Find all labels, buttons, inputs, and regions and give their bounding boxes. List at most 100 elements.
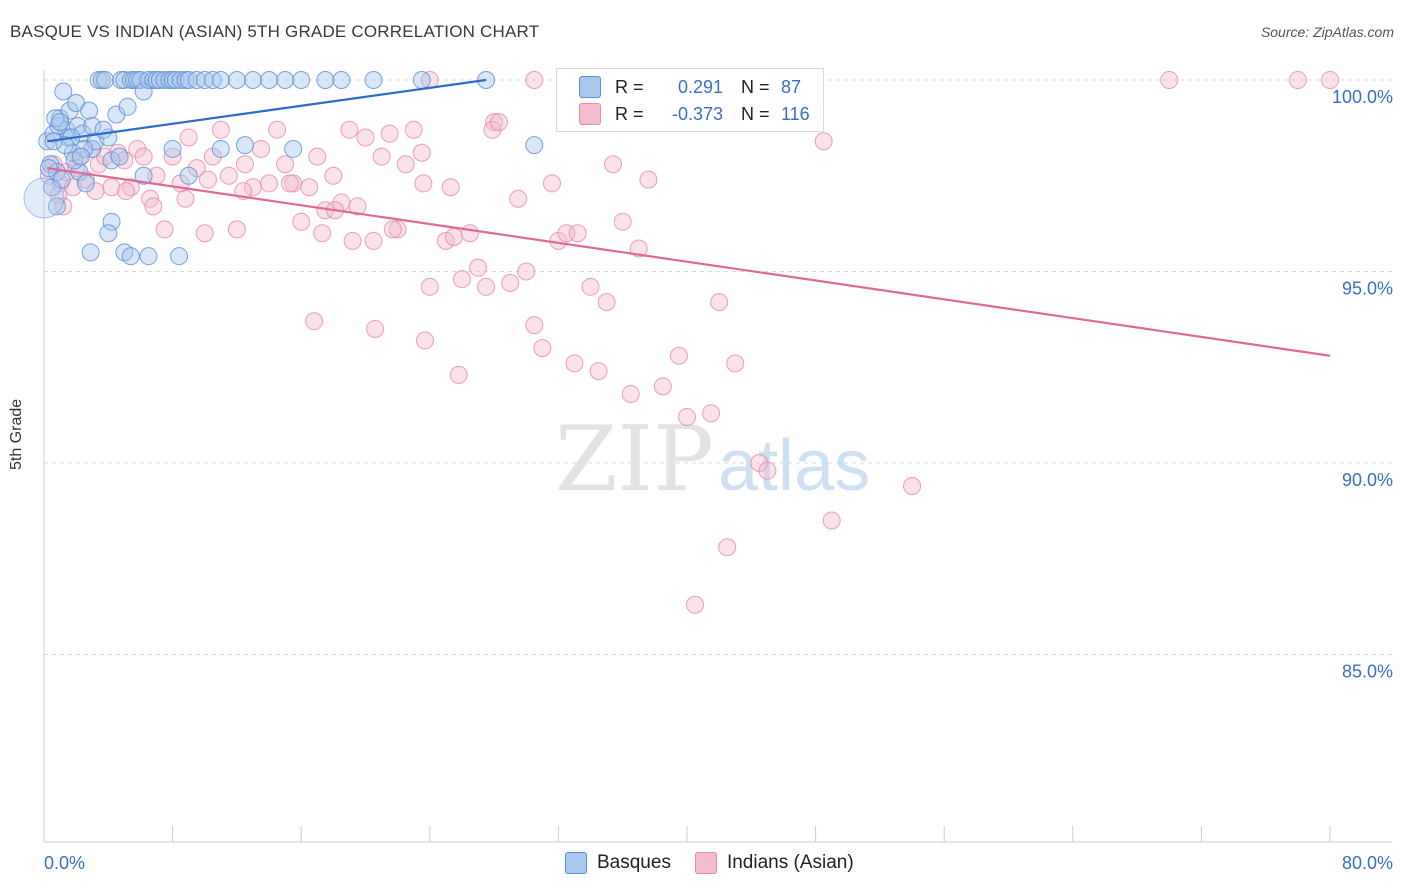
basque-point xyxy=(110,147,129,166)
indian-point xyxy=(308,147,327,166)
indian-points xyxy=(39,71,1339,614)
x-tick-label: 80.0% xyxy=(1342,853,1393,873)
legend-item-basques[interactable]: Basques xyxy=(565,852,671,874)
indian-point xyxy=(1288,71,1307,89)
basque-point xyxy=(23,177,65,219)
indian-point xyxy=(324,166,343,185)
indian-point xyxy=(702,404,721,423)
indian-point xyxy=(176,189,195,208)
indian-point xyxy=(155,220,174,239)
basque-point xyxy=(163,139,182,158)
indian-point xyxy=(227,220,246,239)
indian-point xyxy=(718,538,737,557)
indian-point xyxy=(276,155,295,174)
indian-point xyxy=(452,270,471,289)
indian-point xyxy=(726,354,745,373)
indian-point xyxy=(163,147,182,166)
basque-point xyxy=(134,82,153,101)
basque-point xyxy=(47,197,66,216)
indian-point xyxy=(565,354,584,373)
indian-point xyxy=(195,224,214,243)
indian-point xyxy=(589,362,608,381)
basque-point xyxy=(150,71,169,89)
indian-point xyxy=(1160,71,1179,89)
indian-point xyxy=(639,170,658,189)
indian-point xyxy=(686,595,705,614)
basque-point xyxy=(76,174,95,193)
basque-point xyxy=(525,136,544,155)
indian-point xyxy=(305,312,324,331)
indian-point xyxy=(568,224,587,243)
indian-point xyxy=(483,120,502,139)
watermark-atlas: atlas xyxy=(718,426,870,506)
basque-point xyxy=(211,139,230,158)
indian-point xyxy=(441,178,460,197)
basque-point xyxy=(139,247,158,266)
basque-swatch xyxy=(579,76,601,98)
basque-point xyxy=(134,166,153,185)
legend-label-indians: Indians (Asian) xyxy=(726,852,854,873)
indian-point xyxy=(383,220,402,239)
indian-point xyxy=(501,273,520,292)
basque-point xyxy=(316,71,335,89)
indian-point xyxy=(252,139,271,158)
indian-point xyxy=(372,147,391,166)
indian-point xyxy=(604,155,623,174)
indian-point xyxy=(1321,71,1339,89)
basque-point xyxy=(332,71,351,89)
x-tick-label: 0.0% xyxy=(44,853,85,873)
n-label: N = xyxy=(741,103,770,124)
r-label: R = xyxy=(615,103,644,124)
basque-points xyxy=(23,71,544,266)
stats-legend: R = 0.291 N = 87 R = -0.373 N = 116 xyxy=(556,68,824,132)
indian-point xyxy=(420,277,439,296)
indian-point xyxy=(477,277,496,296)
legend-item-indians[interactable]: Indians (Asian) xyxy=(694,852,854,874)
indian-swatch xyxy=(579,103,601,125)
indian-point xyxy=(219,166,238,185)
indian-point xyxy=(300,178,319,197)
basque-point xyxy=(51,109,70,128)
indian-point xyxy=(460,224,479,243)
basque-point xyxy=(243,71,262,89)
basque-point xyxy=(121,247,140,266)
indian-point xyxy=(613,212,632,231)
r-value-basques: 0.291 xyxy=(677,76,723,97)
basque-point xyxy=(81,243,100,262)
indian-point xyxy=(343,231,362,250)
chart-title: BASQUE VS INDIAN (ASIAN) 5TH GRADE CORRE… xyxy=(10,22,540,41)
indian-point xyxy=(313,224,332,243)
basque-point xyxy=(276,71,295,89)
basque-point xyxy=(60,101,79,120)
basque-point xyxy=(260,71,279,89)
source-label[interactable]: Source: ZipAtlas.com xyxy=(1260,24,1394,40)
indian-point xyxy=(533,339,552,358)
basque-point xyxy=(292,71,311,89)
basque-point xyxy=(115,71,134,89)
indian-point xyxy=(356,128,375,147)
basque-point xyxy=(55,136,74,155)
basque-point xyxy=(96,71,115,89)
basque-point xyxy=(94,120,113,139)
basque-point xyxy=(54,82,73,101)
trend-lines xyxy=(47,78,1331,357)
n-label: N = xyxy=(741,76,770,97)
indian-legend-swatch xyxy=(694,852,717,874)
indian-point xyxy=(198,170,217,189)
indian-point xyxy=(669,346,688,365)
indian-point xyxy=(597,293,616,312)
indian-point xyxy=(211,120,230,139)
basque-point xyxy=(99,224,118,243)
indian-point xyxy=(509,189,528,208)
indian-point xyxy=(260,174,279,193)
basque-point xyxy=(284,139,303,158)
series-legend: Basques Indians (Asian) xyxy=(565,852,878,874)
indian-point xyxy=(364,231,383,250)
indian-point xyxy=(678,408,696,427)
indian-point xyxy=(128,139,147,158)
tick-labels: 100.0% 95.0% 90.0% 85.0% 0.0% 80.0% xyxy=(44,87,1393,873)
r-label: R = xyxy=(615,76,644,97)
indian-point xyxy=(629,239,648,258)
indian-point xyxy=(469,258,488,277)
